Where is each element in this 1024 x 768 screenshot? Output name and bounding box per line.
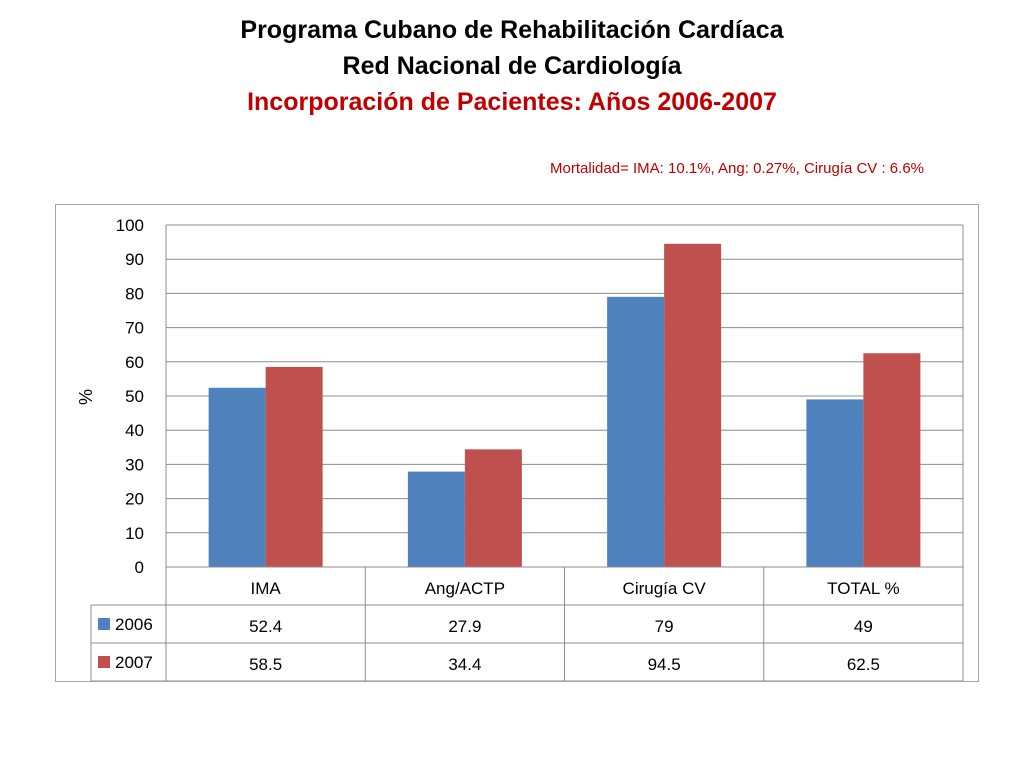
bar-2006-ima — [208, 387, 266, 567]
y-tick-label: 80 — [125, 284, 144, 303]
bar-2007-ima — [265, 366, 323, 567]
bar-2006-cirug-a-cv — [607, 296, 665, 567]
title-line-1: Programa Cubano de Rehabilitación Cardía… — [240, 16, 784, 44]
data-label: 52.4 — [249, 617, 282, 636]
y-tick-label: 0 — [135, 558, 144, 577]
chart-frame: 0 10 20 30 40 50 60 70 80 90 100% IMA Ang/ACTP Cirugí… — [55, 204, 979, 682]
data-label: 27.9 — [448, 617, 481, 636]
data-label: 62.5 — [847, 655, 880, 674]
data-label: 49 — [854, 617, 873, 636]
legend-label-2007: 2007 — [115, 653, 153, 672]
bar-2007-cirug-a-cv — [664, 243, 722, 567]
legend-swatch-2007 — [98, 656, 110, 668]
mortality-note: Mortalidad= IMA: 10.1%, Ang: 0.27%, Ciru… — [550, 160, 924, 177]
y-tick-label: 10 — [125, 524, 144, 543]
y-axis-label: % — [76, 389, 96, 405]
x-category-label: TOTAL % — [827, 579, 899, 598]
y-tick-label: 90 — [125, 250, 144, 269]
y-tick-label: 60 — [125, 353, 144, 372]
x-category-label: Cirugía CV — [623, 579, 707, 598]
x-category-label: IMA — [251, 579, 282, 598]
data-label: 34.4 — [448, 655, 481, 674]
title-block: Programa Cubano de Rehabilitación Cardía… — [0, 12, 1024, 120]
legend-swatch-2006 — [98, 618, 110, 630]
title-line-3: Incorporación de Pacientes: Años 2006-20… — [247, 88, 777, 116]
bar-2007-total- — [863, 353, 921, 567]
data-label: 58.5 — [249, 655, 282, 674]
title-line-2: Red Nacional de Cardiología — [342, 52, 682, 80]
bar-2006-ang-actp — [407, 471, 465, 567]
data-label: 79 — [655, 617, 674, 636]
y-tick-label: 40 — [125, 421, 144, 440]
bar-2006-total- — [806, 399, 864, 567]
y-tick-label: 30 — [125, 455, 144, 474]
legend-label-2006: 2006 — [115, 615, 153, 634]
y-tick-label: 70 — [125, 319, 144, 338]
bar-chart: 0 10 20 30 40 50 60 70 80 90 100% IMA Ang/ACTP Cirugí… — [76, 216, 964, 682]
data-label: 94.5 — [648, 655, 681, 674]
y-tick-label: 50 — [125, 387, 144, 406]
bar-2007-ang-actp — [464, 449, 522, 567]
y-tick-label: 20 — [125, 490, 144, 509]
x-category-label: Ang/ACTP — [425, 579, 505, 598]
y-tick-label: 100 — [116, 216, 144, 235]
